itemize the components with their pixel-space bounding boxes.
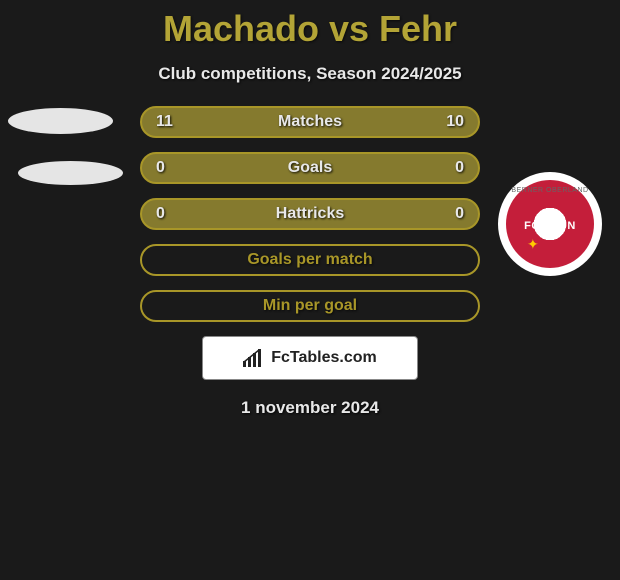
stat-right-value: 0	[440, 159, 464, 177]
stat-right-value: 0	[440, 205, 464, 223]
stat-label: Hattricks	[276, 205, 344, 223]
stat-row-goals-per-match: Goals per match	[140, 244, 480, 276]
comparison-content: BERNER OBERLAND FC THUN ✦ 11 Matches 10 …	[0, 106, 620, 418]
brand-text: FcTables.com	[271, 349, 377, 367]
stat-label: Matches	[278, 113, 342, 131]
stats-rows: 11 Matches 10 0 Goals 0 0 Hattricks 0 Go…	[140, 106, 480, 322]
fc-thun-badge: BERNER OBERLAND FC THUN ✦	[506, 180, 594, 268]
logo-club-name: FC THUN	[524, 220, 576, 232]
club-logo-right: BERNER OBERLAND FC THUN ✦	[498, 172, 602, 276]
page-title: Machado vs Fehr	[0, 0, 620, 50]
stat-row-hattricks: 0 Hattricks 0	[140, 198, 480, 230]
brand-box[interactable]: FcTables.com	[202, 336, 418, 380]
edelweiss-icon: ✦	[527, 236, 539, 253]
stat-row-min-per-goal: Min per goal	[140, 290, 480, 322]
stat-label: Goals	[288, 159, 332, 177]
stat-row-matches: 11 Matches 10	[140, 106, 480, 138]
stat-left-value: 0	[156, 159, 180, 177]
logo-band-text: BERNER OBERLAND	[509, 187, 591, 194]
subtitle: Club competitions, Season 2024/2025	[0, 64, 620, 84]
player-left-avatar-1	[8, 108, 113, 134]
stat-label: Min per goal	[263, 297, 357, 315]
bars-icon	[243, 349, 265, 367]
stat-left-value: 11	[156, 113, 180, 131]
stat-row-goals: 0 Goals 0	[140, 152, 480, 184]
stat-label: Goals per match	[247, 251, 372, 269]
stat-left-value: 0	[156, 205, 180, 223]
player-left-avatar-2	[18, 161, 123, 185]
date-text: 1 november 2024	[0, 398, 620, 418]
stat-right-value: 10	[440, 113, 464, 131]
